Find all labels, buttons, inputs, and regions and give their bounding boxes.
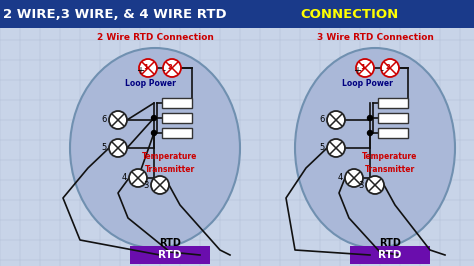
Circle shape (152, 115, 156, 120)
Text: RTD: RTD (379, 238, 401, 248)
Text: CONNECTION: CONNECTION (300, 7, 398, 20)
Text: RTD: RTD (159, 238, 181, 248)
Text: RTD: RTD (158, 250, 182, 260)
Bar (350, 246, 430, 264)
Circle shape (109, 111, 127, 129)
Circle shape (139, 59, 157, 77)
Circle shape (151, 176, 169, 194)
Bar (162, 113, 192, 123)
Text: 3: 3 (358, 181, 364, 189)
Circle shape (381, 59, 399, 77)
Text: Temperature
Transmitter: Temperature Transmitter (142, 152, 198, 174)
Circle shape (163, 59, 181, 77)
Circle shape (327, 139, 345, 157)
Bar (162, 128, 192, 138)
Circle shape (356, 59, 374, 77)
Text: 2: 2 (386, 64, 391, 70)
Circle shape (129, 169, 147, 187)
Text: 2 WIRE,3 WIRE, & 4 WIRE RTD: 2 WIRE,3 WIRE, & 4 WIRE RTD (3, 7, 231, 20)
Text: Temperature
Transmitter: Temperature Transmitter (362, 152, 418, 174)
Bar (378, 113, 408, 123)
Text: 5: 5 (319, 143, 325, 152)
Circle shape (367, 115, 373, 120)
Text: 3 Wire RTD Connection: 3 Wire RTD Connection (317, 34, 433, 43)
Text: 6: 6 (101, 115, 107, 124)
Circle shape (366, 176, 384, 194)
Text: 1: 1 (144, 64, 148, 70)
Text: 2: 2 (168, 64, 173, 70)
Ellipse shape (70, 48, 240, 248)
Text: 5: 5 (101, 143, 107, 152)
Text: -: - (163, 66, 165, 76)
Text: -: - (381, 66, 383, 76)
Text: 4: 4 (337, 173, 343, 182)
Circle shape (327, 111, 345, 129)
Circle shape (345, 169, 363, 187)
Circle shape (152, 131, 156, 135)
Bar (378, 98, 408, 108)
Bar (162, 98, 192, 108)
Text: 4: 4 (121, 173, 127, 182)
Text: 1: 1 (361, 64, 365, 70)
Bar (130, 246, 210, 264)
Bar (0, 0, 474, 28)
Ellipse shape (295, 48, 455, 248)
Circle shape (367, 131, 373, 135)
Text: +: + (353, 66, 361, 76)
Text: +: + (136, 66, 144, 76)
Text: Loop Power: Loop Power (342, 80, 392, 89)
Text: 2 Wire RTD Connection: 2 Wire RTD Connection (97, 34, 213, 43)
Text: Loop Power: Loop Power (125, 80, 175, 89)
Circle shape (109, 139, 127, 157)
Text: 3: 3 (143, 181, 149, 189)
Bar (378, 128, 408, 138)
Text: 6: 6 (319, 115, 325, 124)
Text: RTD: RTD (378, 250, 401, 260)
